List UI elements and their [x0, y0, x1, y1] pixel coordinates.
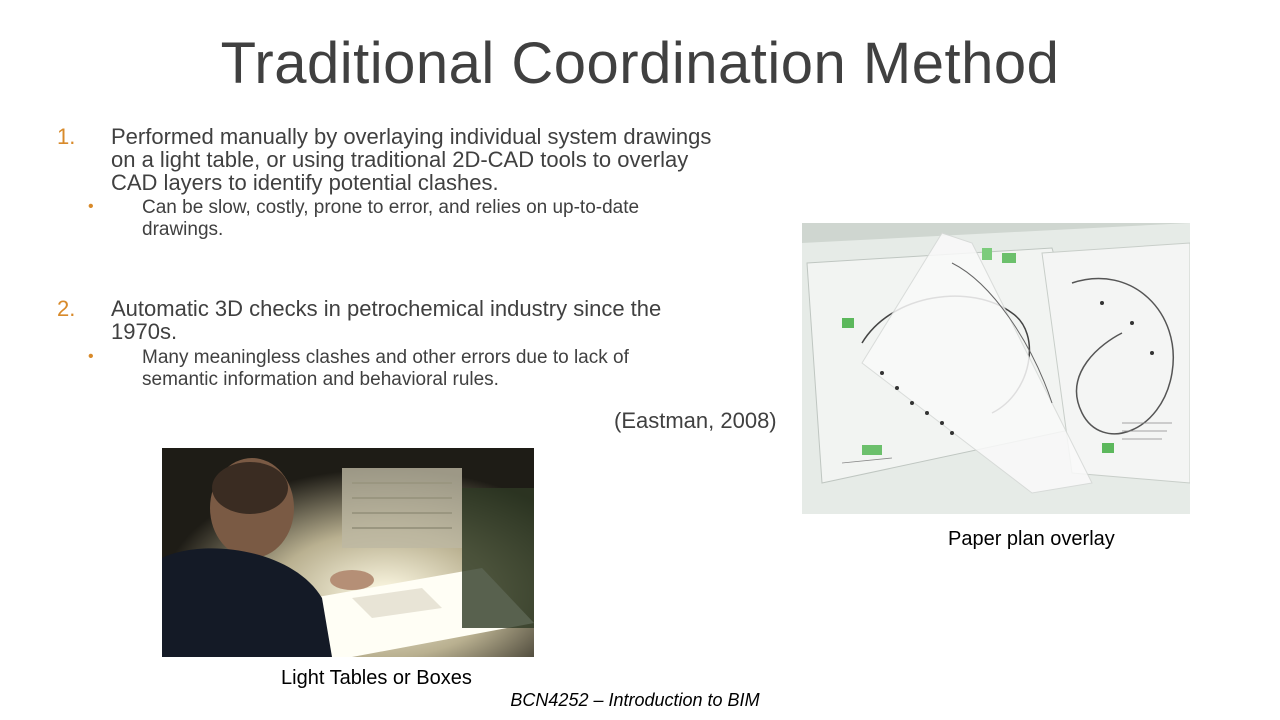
paper-plan-overlay-illustration [802, 223, 1190, 514]
light-table-caption: Light Tables or Boxes [281, 667, 472, 689]
footer-course-title: BCN4252 – Introduction to BIM [510, 690, 760, 710]
citation: (Eastman, 2008) [614, 408, 777, 433]
sub-item-1-line-1: Can be slow, costly, prone to error, and… [142, 197, 640, 218]
sub-bullet-1: • [88, 198, 94, 215]
list-item-1-line-1: Performed manually by overlaying individ… [111, 124, 712, 149]
list-number-1: 1. [57, 124, 76, 149]
sub-item-1-text: Can be slow, costly, prone to error, and… [142, 197, 639, 241]
sub-item-2-line-2: semantic information and behavioral rule… [142, 369, 499, 390]
light-table-photo [162, 448, 534, 657]
sub-bullet-2: • [88, 348, 94, 365]
list-item-2-line-1: Automatic 3D checks in petrochemical ind… [111, 296, 662, 321]
list-item-1-text: Performed manually by overlaying individ… [111, 125, 711, 194]
list-number-2: 2. [57, 296, 76, 321]
paper-plan-overlay-photo [802, 223, 1190, 514]
list-item-1-line-3: CAD layers to identify potential clashes… [111, 170, 499, 195]
list-item-2-text: Automatic 3D checks in petrochemical ind… [111, 297, 661, 343]
slide-title: Traditional Coordination Method [220, 31, 1060, 96]
list-item-1-line-2: on a light table, or using traditional 2… [111, 147, 689, 172]
paper-plan-overlay-caption: Paper plan overlay [948, 528, 1115, 550]
list-item-2-line-2: 1970s. [111, 319, 178, 344]
sub-item-2-text: Many meaningless clashes and other error… [142, 347, 629, 391]
sub-item-2-line-1: Many meaningless clashes and other error… [142, 347, 629, 368]
sub-item-1-line-2: drawings. [142, 219, 224, 240]
light-table-illustration [162, 448, 534, 657]
